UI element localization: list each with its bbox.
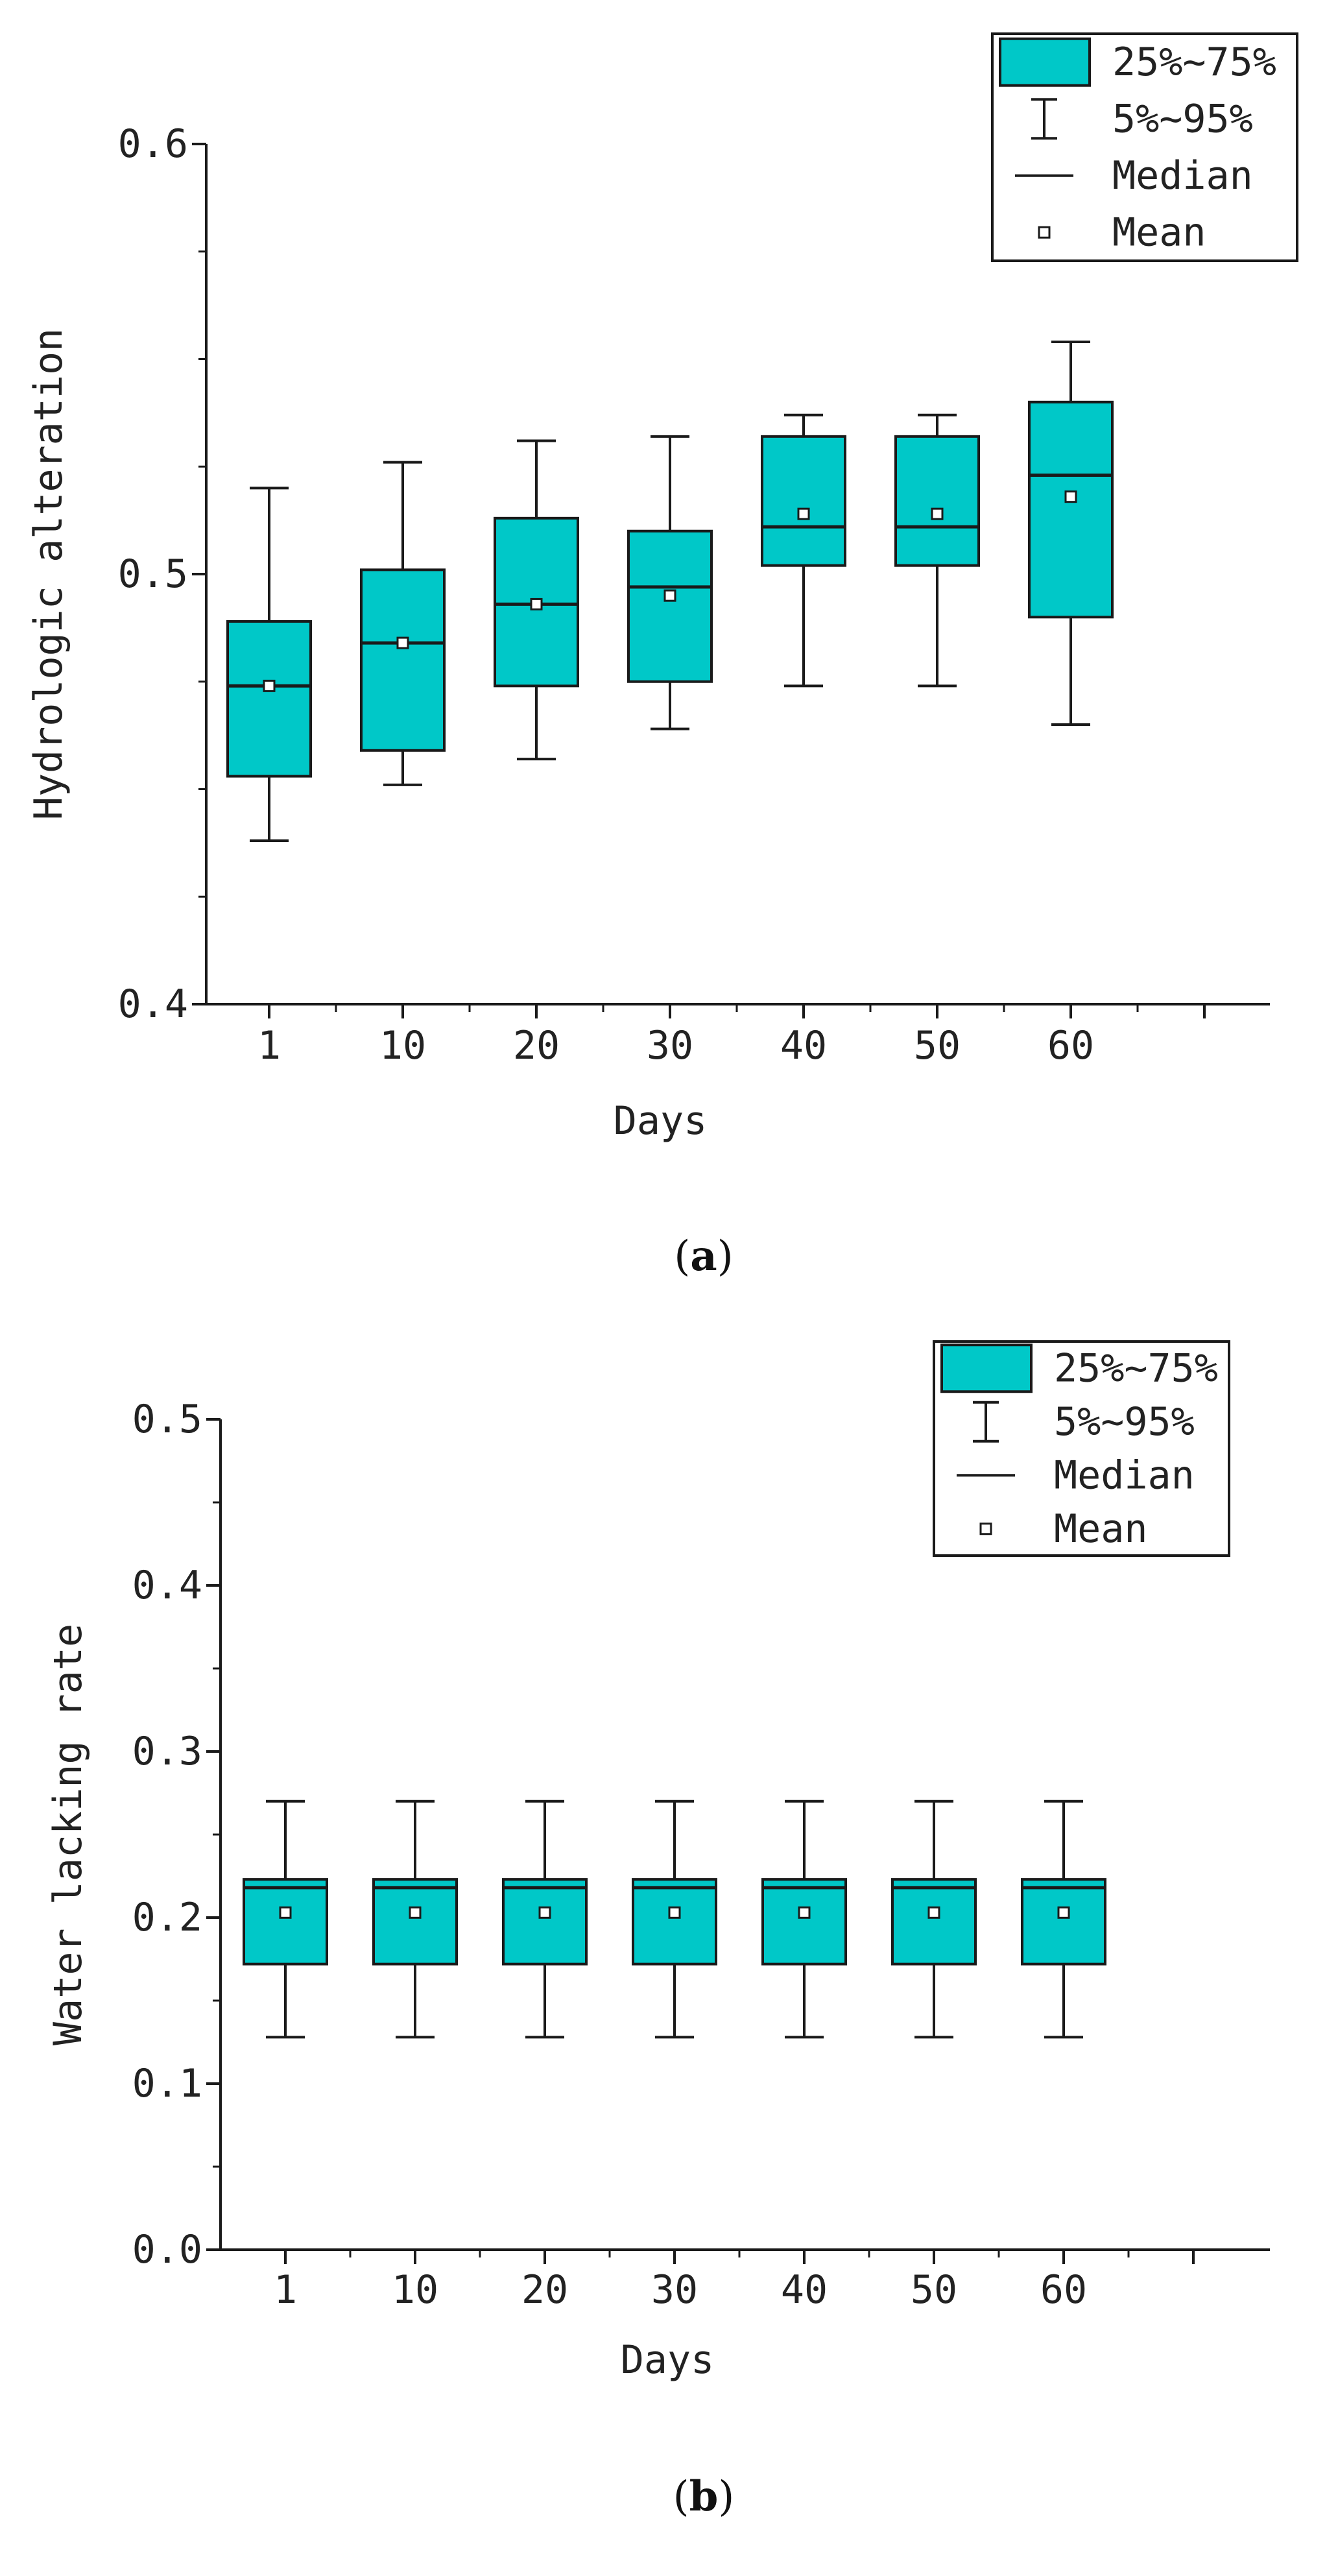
- legend-box-label: 25%~75%: [1112, 40, 1276, 85]
- mean-marker: [263, 679, 276, 692]
- chart-b-x-axis-title: Days: [621, 2337, 715, 2383]
- mean-marker: [409, 1906, 422, 1919]
- mean-marker: [1057, 1906, 1070, 1919]
- iqr-box: [360, 568, 446, 752]
- chart-b-y-axis-title: Water lacking rate: [45, 1624, 91, 2045]
- chart-panel-b: 0.0 0.1 0.2 0.3 0.4 0.5 1 10 20 30 40 50 60 Days Water…: [45, 1340, 1270, 2521]
- iqr-box: [761, 1878, 847, 1966]
- chart-a-x-tick-label: 50: [914, 1023, 961, 1068]
- chart-a-y-tick-label: 0.4: [118, 981, 188, 1027]
- iqr-box: [891, 1878, 977, 1966]
- chart-a-y-axis-title: Hydrologic alteration: [26, 328, 71, 821]
- chart-a-y-tick-label: 0.6: [118, 121, 188, 167]
- chart-b-y-tick-label: 0.1: [132, 2061, 202, 2106]
- legend-box-swatch: [999, 37, 1091, 87]
- chart-b-legend: 25%~75% 5%~95% Median Mean: [933, 1340, 1230, 1557]
- mean-marker: [797, 507, 810, 520]
- mean-marker: [927, 1906, 940, 1919]
- chart-b-y-tick-label: 0.5: [132, 1397, 202, 1442]
- chart-a-box-40: [761, 413, 846, 688]
- chart-a-box-60: [1028, 340, 1114, 727]
- mean-marker: [396, 636, 409, 649]
- chart-b-y-tick-label: 0.0: [132, 2227, 202, 2272]
- chart-a-x-axis-title: Days: [614, 1098, 708, 1144]
- legend-mean-marker: [979, 1523, 992, 1535]
- chart-a-x-tick-label: 40: [780, 1023, 827, 1068]
- chart-b-box-40: [761, 1800, 847, 2039]
- chart-b-x-tick-label: 50: [911, 2267, 957, 2313]
- mean-marker: [663, 589, 676, 602]
- chart-b-box-60: [1021, 1800, 1106, 2039]
- chart-b-box-10: [372, 1800, 458, 2039]
- iqr-box: [632, 1878, 717, 1966]
- chart-panel-a: 0.4 0.5 0.6 1 10 20 30 40 50 60 Days Hydrologic alt…: [26, 32, 1298, 1281]
- iqr-box: [226, 620, 312, 778]
- chart-b-x-tick-label: 1: [274, 2267, 297, 2313]
- mean-marker: [279, 1906, 292, 1919]
- chart-a-box-1: [226, 487, 312, 843]
- chart-a-box-10: [360, 461, 446, 786]
- legend-mean-label: Mean: [1054, 1506, 1148, 1552]
- chart-b-y-tick-label: 0.4: [132, 1563, 202, 1608]
- legend-box-label: 25%~75%: [1054, 1345, 1218, 1391]
- chart-b-x-tick-label: 40: [781, 2267, 828, 2313]
- chart-a-box-30: [627, 435, 713, 730]
- iqr-box: [243, 1878, 328, 1966]
- chart-b-box-50: [891, 1800, 977, 2039]
- chart-a-box-50: [894, 413, 980, 688]
- chart-a-legend: 25%~75% 5%~95% Median Mean: [991, 32, 1298, 262]
- mean-marker: [530, 597, 543, 610]
- chart-b-x-tick-label: 30: [651, 2267, 698, 2313]
- chart-a-x-tick-label: 10: [379, 1023, 426, 1068]
- iqr-box: [894, 435, 980, 567]
- legend-median-label: Median: [1112, 153, 1253, 199]
- legend-mean-label: Mean: [1112, 210, 1206, 255]
- chart-a-x-tick-label: 30: [647, 1023, 693, 1068]
- chart-b-box-20: [502, 1800, 588, 2039]
- iqr-box: [1028, 400, 1114, 619]
- legend-mean-marker: [1038, 226, 1051, 239]
- chart-b-box-1: [243, 1800, 328, 2039]
- chart-a-x-tick-label: 60: [1047, 1023, 1094, 1068]
- chart-a-x-tick-label: 1: [257, 1023, 281, 1068]
- legend-median-label: Median: [1054, 1452, 1195, 1498]
- mean-marker: [798, 1906, 811, 1919]
- chart-a-y-tick-label: 0.5: [118, 551, 188, 597]
- legend-box-swatch: [940, 1343, 1033, 1393]
- chart-a-x-tick-label: 20: [513, 1023, 560, 1068]
- chart-b-x-tick-label: 60: [1040, 2267, 1087, 2313]
- chart-b-y-tick-label: 0.3: [132, 1729, 202, 1774]
- iqr-box: [372, 1878, 458, 1966]
- chart-b-x-tick-label: 20: [521, 2267, 568, 2313]
- legend-whisker-label: 5%~95%: [1054, 1399, 1195, 1445]
- iqr-box: [1021, 1878, 1106, 1966]
- mean-marker: [931, 507, 944, 520]
- chart-b-x-tick-label: 10: [392, 2267, 438, 2313]
- chart-b-y-tick-label: 0.2: [132, 1895, 202, 1940]
- mean-marker: [1064, 490, 1077, 503]
- chart-b-box-30: [632, 1800, 717, 2039]
- chart-b-caption: (b): [673, 2472, 735, 2521]
- mean-marker: [538, 1906, 551, 1919]
- iqr-box: [502, 1878, 588, 1966]
- legend-whisker-label: 5%~95%: [1112, 96, 1253, 141]
- iqr-box: [761, 435, 846, 567]
- mean-marker: [668, 1906, 681, 1919]
- iqr-box: [627, 529, 713, 683]
- chart-a-caption: (a): [674, 1232, 733, 1281]
- chart-a-box-20: [494, 439, 579, 761]
